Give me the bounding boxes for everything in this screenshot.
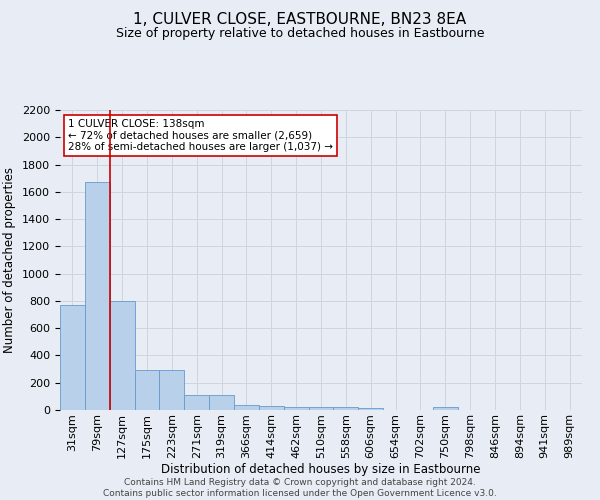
Y-axis label: Number of detached properties: Number of detached properties: [4, 167, 16, 353]
Bar: [85, 182, 110, 410]
X-axis label: Distribution of detached houses by size in Eastbourne: Distribution of detached houses by size …: [161, 464, 481, 476]
Bar: [160, 370, 184, 410]
Bar: [334, 408, 358, 410]
Text: Size of property relative to detached houses in Eastbourne: Size of property relative to detached ho…: [116, 28, 484, 40]
Text: Contains HM Land Registry data © Crown copyright and database right 2024.
Contai: Contains HM Land Registry data © Crown c…: [103, 478, 497, 498]
Bar: [110, 301, 134, 410]
Bar: [60, 305, 85, 410]
Bar: [308, 407, 334, 410]
Bar: [433, 408, 458, 410]
Bar: [209, 395, 234, 410]
Bar: [358, 408, 383, 410]
Text: 1, CULVER CLOSE, EASTBOURNE, BN23 8EA: 1, CULVER CLOSE, EASTBOURNE, BN23 8EA: [133, 12, 467, 28]
Bar: [234, 404, 259, 410]
Bar: [184, 395, 209, 410]
Bar: [259, 406, 284, 410]
Bar: [134, 370, 160, 410]
Bar: [284, 406, 308, 410]
Text: 1 CULVER CLOSE: 138sqm
← 72% of detached houses are smaller (2,659)
28% of semi-: 1 CULVER CLOSE: 138sqm ← 72% of detached…: [68, 119, 333, 152]
